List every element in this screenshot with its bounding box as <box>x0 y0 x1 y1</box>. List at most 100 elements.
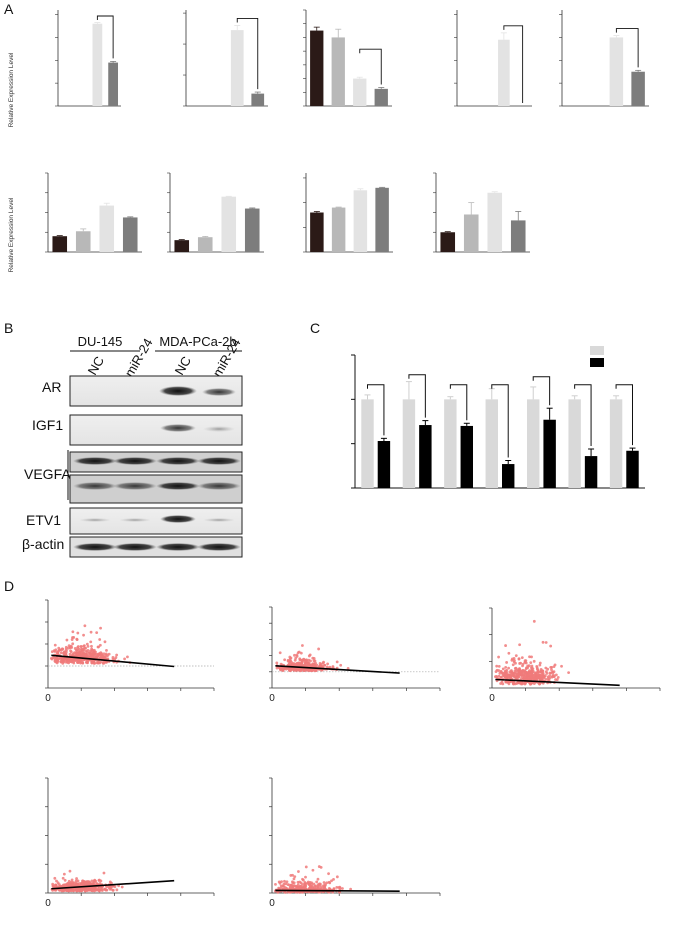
scatter-point <box>70 882 74 886</box>
scatter-point <box>330 879 333 883</box>
scatter-point <box>78 652 82 656</box>
scatter-point <box>321 885 325 889</box>
scatter-point <box>53 659 57 663</box>
scatter-point <box>76 631 80 635</box>
scatter-point <box>540 674 544 678</box>
wb-row-label-igf1: IGF1 <box>32 417 63 433</box>
scatter-point <box>511 663 515 667</box>
scatter-point <box>320 668 323 672</box>
scatter-point <box>90 644 93 648</box>
bar-mda-nc <box>353 78 367 106</box>
scatter-point <box>64 660 68 664</box>
bar-igf1-mir-24-3p <box>460 425 473 488</box>
wb-band-igf1-mda-mir24 <box>203 426 235 432</box>
scatter-point <box>309 659 312 663</box>
scatter-point <box>65 638 69 642</box>
scatter-point <box>291 884 295 888</box>
wb-band-vegfa1-lane4 <box>197 457 241 465</box>
scatter-point <box>95 881 99 885</box>
scatter-point <box>319 887 323 891</box>
bar-mda-nc <box>99 205 115 252</box>
scatter-point <box>275 666 279 670</box>
scatter-point <box>521 681 525 685</box>
scatter-point <box>541 671 545 675</box>
scatter-point <box>54 883 58 887</box>
significance-bracket <box>503 25 524 103</box>
scatter-point <box>123 657 126 661</box>
wb-band-ar-mda-nc <box>159 386 197 396</box>
bar-ar-2-cont <box>402 399 416 488</box>
scatter-point <box>96 661 100 665</box>
scatter-point <box>313 887 317 891</box>
bar-chart-ppp2r1b <box>303 173 393 253</box>
scatter-point <box>89 640 93 644</box>
scatter-point <box>504 666 508 669</box>
bar-mda-nc <box>498 39 510 106</box>
scatter-point <box>55 656 58 660</box>
scatter-point <box>335 885 339 889</box>
scatter-point <box>95 888 99 892</box>
panel-label-d: D <box>4 578 14 594</box>
panel-a-ylabel-row1: Relative Expression Level <box>8 52 15 127</box>
scatter-points <box>49 624 132 665</box>
scatter-point <box>297 664 300 667</box>
scatter-point <box>293 875 297 879</box>
scatter-point <box>64 647 68 651</box>
scatter-point <box>322 660 325 664</box>
scatter-point <box>339 663 343 667</box>
bar-mda-nc <box>353 190 368 252</box>
bar-mda-mir-24 <box>122 217 138 252</box>
scatter-point <box>517 657 521 660</box>
bar-du-145-nc <box>310 30 324 107</box>
bar-mda-nc <box>230 30 244 107</box>
scatter-point <box>96 654 100 658</box>
scatter-point <box>514 654 518 658</box>
scatter-point <box>310 883 314 886</box>
scatter-point <box>335 875 339 879</box>
scatter-plot-vegfa: 0 <box>489 607 661 704</box>
wb-lane-2: miR-24 <box>122 336 156 380</box>
scatter-point <box>553 675 556 678</box>
scatter-point <box>67 644 71 648</box>
scatter-point <box>89 630 93 634</box>
scatter-point <box>56 660 60 663</box>
scatter-point <box>283 658 287 662</box>
scatter-point <box>497 655 500 659</box>
scatter-plot-ar: 0 <box>45 599 215 704</box>
scatter-point <box>101 661 105 664</box>
scatter-point <box>81 661 85 665</box>
scatter-point <box>115 888 119 892</box>
scatter-point <box>92 653 96 657</box>
scatter-point <box>529 676 532 680</box>
regression-line <box>275 889 400 892</box>
scatter-point <box>278 651 282 655</box>
bar-vegfa-1-mir-24-3p <box>584 456 598 488</box>
scatter-point <box>99 626 102 630</box>
bar-du-145-mir-24 <box>331 37 345 106</box>
scatter-point <box>103 640 107 644</box>
scatter-point <box>346 666 350 670</box>
scatter-point <box>349 887 353 891</box>
wb-band-ar-mda-mir24 <box>202 388 236 396</box>
scatter-point <box>552 670 556 674</box>
panel-c-luciferase-chart <box>351 346 645 489</box>
bar-ar-2-mir-24-3p <box>419 425 432 488</box>
scatter-point <box>82 633 85 637</box>
bar-mda-mir-24 <box>510 220 526 252</box>
significance-bracket <box>408 374 426 418</box>
scatter-point <box>518 667 521 670</box>
scatter-point <box>518 662 522 665</box>
panel-a-bar-charts <box>45 9 649 253</box>
scatter-point <box>279 886 283 890</box>
bar-mda-mir-24 <box>244 208 260 252</box>
scatter-point <box>517 675 520 679</box>
scatter-point <box>556 675 560 679</box>
wb-band-etv1-lane4 <box>203 518 235 522</box>
wb-row-label-vegfa: VEGFA <box>24 466 71 482</box>
scatter-point <box>505 670 508 674</box>
scatter-point <box>68 881 71 885</box>
scatter-point <box>90 661 94 665</box>
scatter-point <box>100 887 103 891</box>
scatter-point <box>290 661 294 665</box>
